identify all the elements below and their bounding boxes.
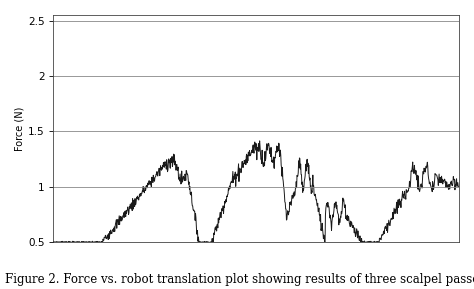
Y-axis label: Force (N): Force (N): [15, 106, 25, 151]
Text: Figure 2. Force vs. robot translation plot showing results of three scalpel pass: Figure 2. Force vs. robot translation pl…: [5, 273, 474, 286]
